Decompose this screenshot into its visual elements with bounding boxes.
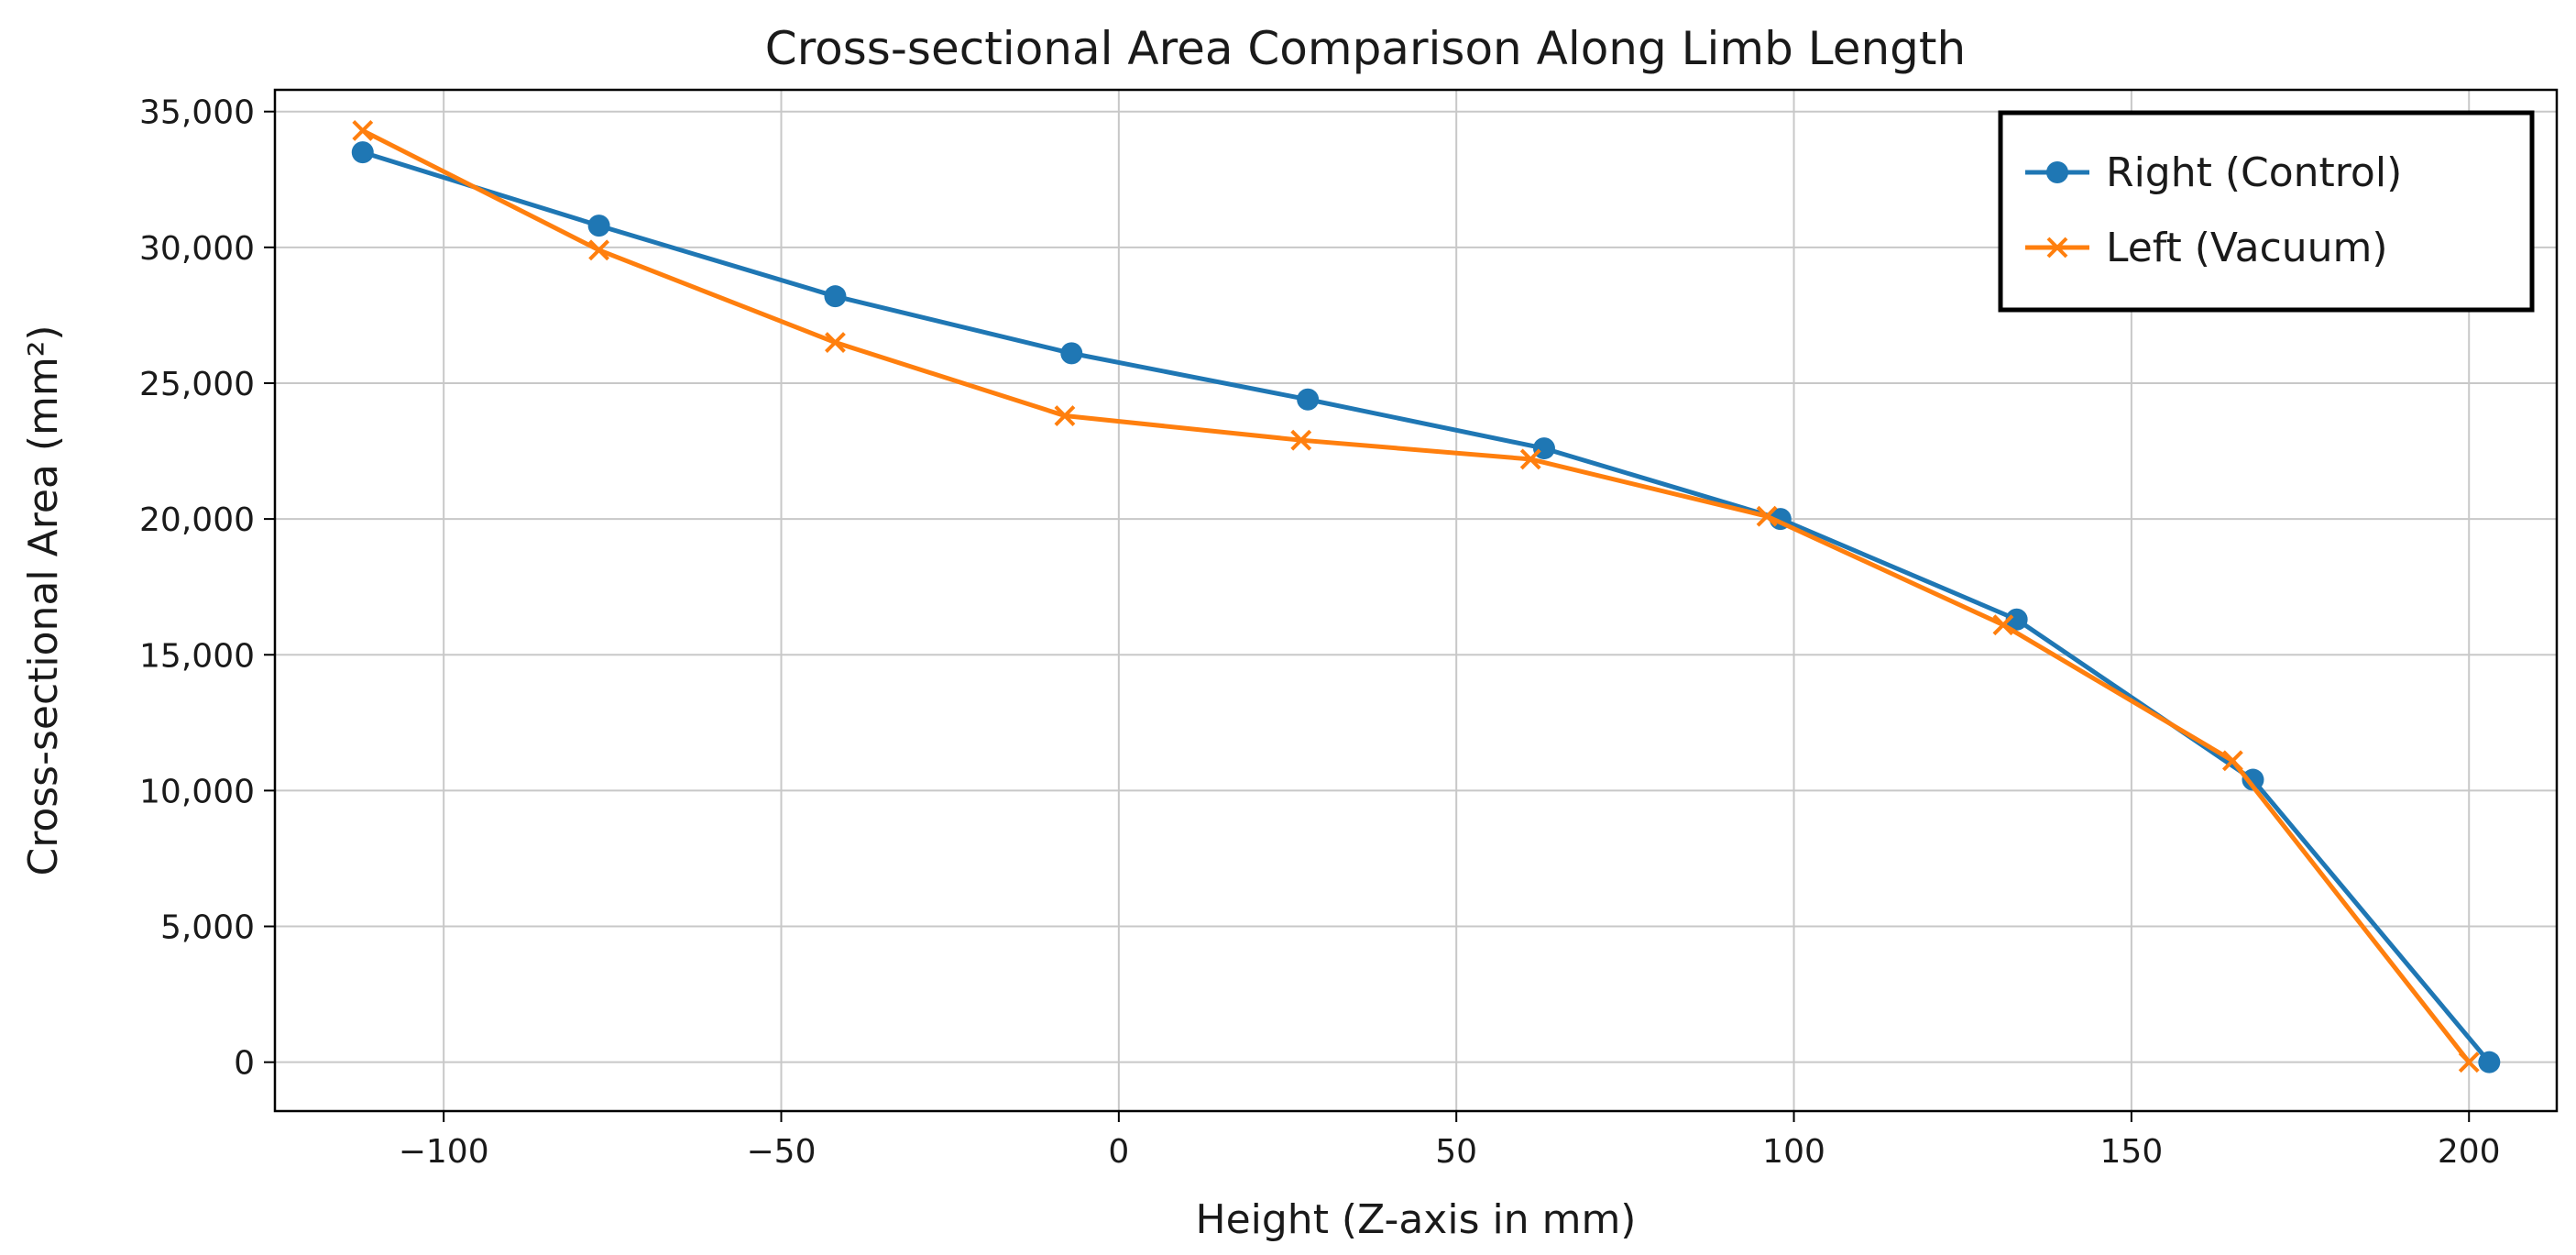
data-point xyxy=(2242,768,2264,791)
plot-frame xyxy=(273,88,2559,1113)
data-point xyxy=(1054,405,1076,426)
y-tick-label: 0 xyxy=(234,1045,255,1083)
legend-marker xyxy=(2046,161,2068,183)
data-point xyxy=(825,332,846,353)
legend-item: Right (Control) xyxy=(2025,149,2402,196)
data-point xyxy=(1992,614,2014,636)
x-tick-label: −50 xyxy=(747,1133,817,1171)
y-tick-label: 25,000 xyxy=(139,366,255,403)
series-line xyxy=(361,128,2472,1064)
data-point xyxy=(2458,1051,2480,1073)
y-tick-label: 10,000 xyxy=(139,773,255,810)
data-point xyxy=(1756,505,1778,527)
data-point xyxy=(1297,388,1320,411)
y-tick-label: 5,000 xyxy=(160,909,255,947)
series-line xyxy=(362,149,2492,1064)
legend: Right (Control) Left (Vacuum) xyxy=(1998,110,2535,313)
chart-title: Cross-sectional Area Comparison Along Li… xyxy=(765,22,1966,75)
y-axis-label: Cross-sectional Area (mm²) xyxy=(20,325,67,875)
x-tick-label: 150 xyxy=(2100,1133,2164,1171)
x-tick-label: 100 xyxy=(1762,1133,1825,1171)
x-axis-ticks: −100 −50 0 50 100 150 200 xyxy=(399,1111,2501,1171)
y-tick-label: 15,000 xyxy=(139,637,255,675)
y-tick-label: 35,000 xyxy=(139,94,255,132)
legend-marker xyxy=(2046,237,2068,259)
data-point xyxy=(352,120,374,141)
x-tick-label: 200 xyxy=(2438,1133,2501,1171)
x-tick-label: 50 xyxy=(1435,1133,1477,1171)
data-point xyxy=(351,141,374,164)
x-tick-label: −100 xyxy=(399,1133,489,1171)
data-point xyxy=(2005,608,2028,631)
data-point xyxy=(587,215,610,237)
y-tick-label: 20,000 xyxy=(139,501,255,539)
series-layer xyxy=(351,120,2501,1073)
data-point xyxy=(1290,429,1312,451)
data-point xyxy=(588,239,610,261)
x-axis-label: Height (Z-axis in mm) xyxy=(1196,1196,1637,1243)
data-point xyxy=(1519,448,1541,470)
series-2 xyxy=(352,120,2480,1073)
series-1 xyxy=(351,141,2501,1073)
legend-label: Right (Control) xyxy=(2106,149,2402,196)
data-point xyxy=(824,285,847,308)
legend-item: Left (Vacuum) xyxy=(2025,225,2388,271)
data-point xyxy=(2221,750,2243,772)
legend-label: Left (Vacuum) xyxy=(2106,225,2388,271)
data-point xyxy=(2478,1051,2501,1073)
y-tick-label: 30,000 xyxy=(139,230,255,268)
x-tick-label: 0 xyxy=(1108,1133,1129,1171)
legend-items: Right (Control) Left (Vacuum) xyxy=(2025,149,2402,271)
data-point xyxy=(1060,342,1083,365)
y-axis-ticks: 0 5,000 10,000 15,000 20,000 25,000 30,000 35,0… xyxy=(139,94,275,1083)
legend-box xyxy=(1998,110,2535,313)
data-point xyxy=(1532,437,1555,460)
